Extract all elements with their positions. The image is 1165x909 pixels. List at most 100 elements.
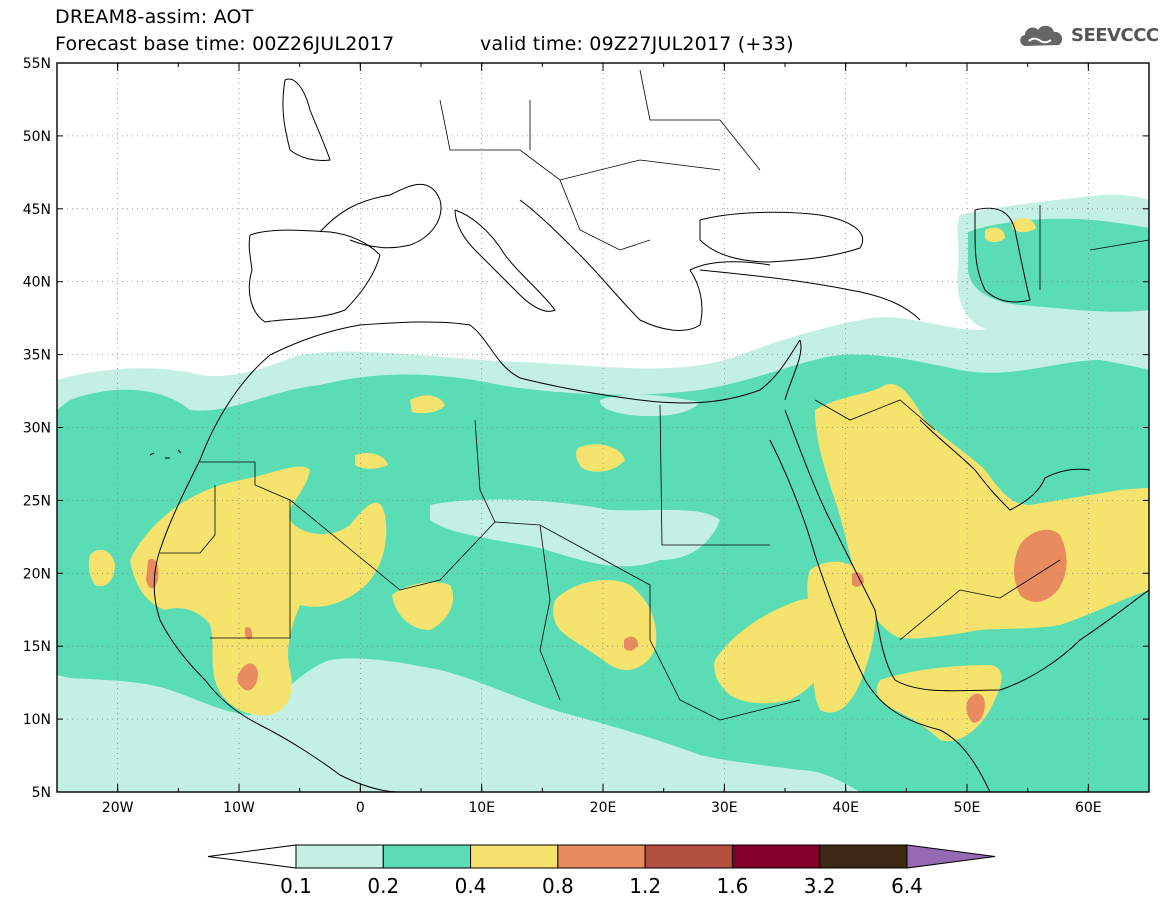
- colorbar-segment: [470, 844, 559, 869]
- colorbar-segment: [644, 844, 733, 869]
- gridlines: [57, 63, 1149, 792]
- seevccc-logo: SEEVCCC: [1016, 20, 1159, 50]
- coast-iberia: [248, 229, 381, 323]
- coast-blacksea: [699, 211, 863, 263]
- coast-westafrica: [153, 459, 401, 792]
- lat-label: 25N: [23, 493, 51, 509]
- title-valid-time: valid time: 09Z27JUL2017 (+33): [480, 33, 794, 55]
- logo-text: SEEVCCC: [1071, 24, 1159, 46]
- lon-label: 10E: [468, 800, 495, 816]
- colorbar-labels: 0.1 0.2 0.4 0.8 1.2 1.6 3.2 6.4: [280, 874, 923, 898]
- lat-label: 35N: [23, 348, 51, 364]
- border-africa-5: [659, 404, 770, 546]
- aot-band-0-4-westcoast: [88, 549, 115, 587]
- lon-label: 20E: [590, 800, 617, 816]
- aot-band-0-4-caspian: [985, 227, 1005, 243]
- aot-band-0-4-algeria: [410, 395, 445, 414]
- coast-italy: [454, 209, 556, 312]
- border-arabia-1: [814, 399, 936, 431]
- aot-band-0-8-redsea: [852, 572, 864, 587]
- aot-band-0-4-sudan: [714, 599, 836, 704]
- border-africa-3: [210, 500, 291, 639]
- lat-label: 40N: [23, 275, 51, 291]
- lon-label: 60E: [1075, 800, 1102, 816]
- aot-band-0-8-mali: [237, 663, 258, 691]
- lat-label: 5N: [32, 785, 51, 801]
- aot-band-0-4-horn: [876, 665, 1002, 742]
- title-variable: DREAM8-assim: AOT: [55, 6, 254, 28]
- coast-caspian: [974, 207, 1031, 303]
- colorbar-over-arrow: [906, 844, 996, 869]
- country-borders: [160, 69, 1149, 721]
- aot-band-0-4-caspian2: [1012, 218, 1036, 233]
- border-africa-7: [649, 639, 801, 721]
- border-asia-1: [1039, 205, 1149, 290]
- lon-label: 30E: [711, 800, 738, 816]
- latitude-labels: 55N 50N 45N 40N 35N 30N 25N 20N 15N 10N 5N: [23, 56, 51, 801]
- colorbar-label: 0.1: [280, 874, 312, 898]
- lon-label: 20W: [102, 800, 134, 816]
- colorbar-label: 0.2: [367, 874, 399, 898]
- coast-northafrica: [199, 321, 801, 461]
- aot-band-0-4-niger: [392, 582, 454, 630]
- lat-label: 55N: [23, 56, 51, 72]
- border-europe-3: [559, 179, 651, 251]
- border-europe-1: [439, 99, 721, 181]
- colorbar-label: 6.4: [891, 874, 923, 898]
- border-europe-2: [529, 69, 761, 171]
- coastlines: [149, 78, 1149, 792]
- aot-band-0-4-arabia: [815, 384, 1149, 639]
- lat-label: 10N: [23, 712, 51, 728]
- coast-turkey: [699, 269, 921, 321]
- coast-balkans: [519, 199, 771, 331]
- colorbar-label: 0.8: [542, 874, 574, 898]
- coast-redsea-east: [784, 409, 1149, 692]
- longitude-labels: 20W 10W 0 10E 20E 30E 40E 50E 60E: [102, 800, 1102, 816]
- lat-label: 15N: [23, 639, 51, 655]
- lat-label: 20N: [23, 566, 51, 582]
- aot-band-0-2-caspian: [968, 218, 1149, 312]
- colorbar-label: 3.2: [804, 874, 836, 898]
- coast-redsea-west: [769, 439, 991, 792]
- colorbar: [207, 844, 996, 869]
- axis-ticks: [56, 62, 1150, 793]
- aot-band-0-4-redsea: [807, 561, 876, 713]
- lon-label: 10W: [223, 800, 255, 816]
- border-arabia-2: [899, 559, 1061, 641]
- border-africa-2: [160, 485, 216, 554]
- lon-label: 40E: [832, 800, 859, 816]
- lon-label: 50E: [954, 800, 981, 816]
- colorbar-segment: [819, 844, 908, 869]
- lat-label: 30N: [23, 421, 51, 437]
- aot-band-0-8-yemen: [966, 693, 985, 723]
- aot-band-0-4-morocco: [355, 453, 388, 469]
- cloud-icon: [1020, 25, 1063, 46]
- colorbar-segment: [382, 844, 472, 869]
- colorbar-under-arrow: [207, 844, 297, 869]
- coast-uk: [282, 78, 331, 161]
- coast-france: [319, 183, 442, 249]
- aot-band-0-8-oman: [1014, 529, 1067, 602]
- border-africa-6: [539, 524, 561, 701]
- aot-band-0-8-guinea: [245, 627, 253, 640]
- colorbar-segment: [731, 844, 821, 869]
- colorbar-segment: [295, 844, 384, 869]
- border-africa-4: [474, 419, 496, 523]
- colorbar-label: 1.2: [629, 874, 661, 898]
- aot-band-0-4-westafrica: [130, 466, 387, 716]
- aot-light-patch-sahara: [430, 499, 720, 567]
- colorbar-segment: [557, 844, 646, 869]
- coast-gulf: [919, 419, 1091, 511]
- colorbar-label: 0.4: [455, 874, 487, 898]
- aot-light-patch-libya: [600, 394, 700, 417]
- aot-band-0-8-chad: [624, 636, 638, 651]
- border-africa-1: [200, 461, 651, 640]
- colorbar-label: 1.6: [717, 874, 749, 898]
- lon-label: 0: [356, 800, 365, 816]
- coast-canaries: [149, 449, 182, 459]
- lat-label: 50N: [23, 129, 51, 145]
- title-base-time: Forecast base time: 00Z26JUL2017: [55, 33, 395, 55]
- lat-label: 45N: [23, 202, 51, 218]
- aot-band-0-4-libya: [576, 444, 625, 472]
